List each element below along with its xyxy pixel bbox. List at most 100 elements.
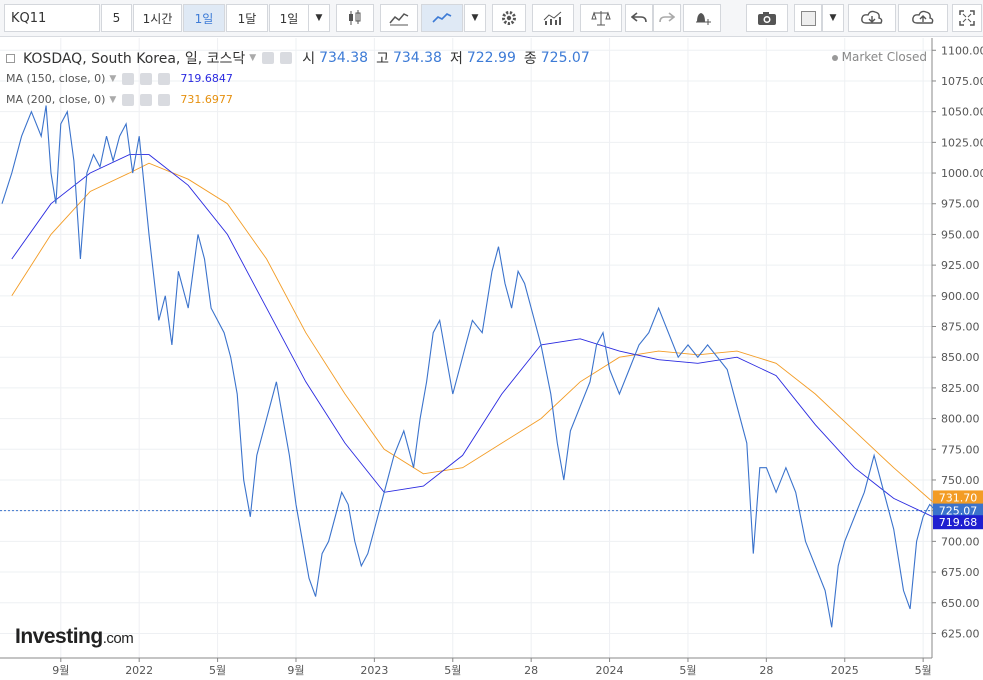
eye-icon[interactable] bbox=[122, 72, 135, 85]
y-tick-label: 875.00 bbox=[941, 321, 980, 334]
y-tick-label: 850.00 bbox=[941, 351, 980, 364]
ma150-label: MA (150, close, 0) bbox=[6, 72, 106, 85]
close-icon[interactable] bbox=[158, 72, 171, 85]
ma200-line bbox=[11, 162, 934, 503]
logo-main: Investing bbox=[15, 625, 103, 648]
redo-button[interactable] bbox=[653, 4, 681, 32]
price-chart[interactable]: 625.00650.00675.00700.00725.00750.00775.… bbox=[0, 38, 983, 680]
chevron-down-icon: ▼ bbox=[471, 13, 479, 23]
x-tick-label: 5월 bbox=[679, 664, 696, 677]
interval-1mo-button[interactable]: 1달 bbox=[226, 4, 268, 32]
investing-logo: Investing.com bbox=[15, 625, 134, 649]
alert-button[interactable] bbox=[683, 4, 721, 32]
ma200-price-label: 731.70 bbox=[939, 491, 978, 504]
ma200-legend: MA (200, close, 0) ▼ 731.6977 bbox=[6, 93, 233, 106]
eye-icon[interactable] bbox=[122, 93, 135, 106]
chevron-down-icon[interactable]: ▼ bbox=[109, 73, 117, 84]
close-label: 종 bbox=[523, 51, 537, 67]
gear-icon[interactable] bbox=[140, 72, 153, 85]
indicators-button[interactable] bbox=[532, 4, 574, 32]
series-title: KOSDAQ, South Korea, 일, 코스닥 bbox=[23, 51, 246, 67]
x-tick-label: 28 bbox=[524, 664, 538, 677]
interval-1d-button[interactable]: 1일 bbox=[183, 4, 225, 32]
y-tick-label: 650.00 bbox=[941, 597, 980, 610]
ma150-value: 719.6847 bbox=[180, 72, 233, 85]
x-tick-label: 9월 bbox=[52, 664, 69, 677]
y-tick-label: 700.00 bbox=[941, 535, 980, 548]
chevron-down-icon: ▼ bbox=[829, 13, 837, 23]
close-price-badge bbox=[933, 503, 983, 518]
camera-icon bbox=[758, 12, 776, 25]
y-tick-label: 1025.00 bbox=[941, 136, 983, 149]
interval-input[interactable]: 5 bbox=[101, 4, 132, 32]
undo-icon bbox=[631, 12, 647, 23]
x-tick-label: 9월 bbox=[287, 664, 304, 677]
ma150-price-badge bbox=[933, 515, 983, 530]
ma200-label: MA (200, close, 0) bbox=[6, 93, 106, 106]
high-label: 고 bbox=[376, 51, 389, 67]
candlestick-icon bbox=[349, 10, 361, 25]
y-tick-label: 675.00 bbox=[941, 566, 980, 579]
gear-icon[interactable] bbox=[140, 93, 153, 106]
background-color-button[interactable] bbox=[794, 4, 822, 32]
cloud-upload-icon bbox=[912, 10, 934, 24]
bell-plus-icon bbox=[696, 13, 711, 25]
chart-toolbar: KQ11 5 1시간 1일 1달 1일 ▼ ▼ ▼ bbox=[0, 0, 983, 37]
x-tick-label: 5월 bbox=[209, 664, 226, 677]
color-dropdown-button[interactable]: ▼ bbox=[822, 4, 844, 32]
y-tick-label: 1000.00 bbox=[941, 167, 983, 180]
ma150-price-label: 719.68 bbox=[939, 516, 978, 529]
gear-icon[interactable] bbox=[280, 52, 293, 64]
ma150-line bbox=[11, 154, 934, 518]
collapse-square-icon[interactable] bbox=[6, 53, 15, 63]
high-value: 734.38 bbox=[392, 50, 442, 66]
y-tick-label: 950.00 bbox=[941, 228, 980, 241]
chevron-down-icon[interactable]: ▼ bbox=[249, 53, 257, 63]
open-value: 734.38 bbox=[319, 50, 369, 66]
area-chart-icon bbox=[389, 13, 409, 26]
market-status: Market Closed bbox=[831, 50, 927, 64]
area-chart-button[interactable] bbox=[380, 4, 418, 32]
y-tick-label: 750.00 bbox=[941, 474, 980, 487]
indicators-icon bbox=[543, 11, 562, 25]
ma200-value: 731.6977 bbox=[180, 93, 233, 106]
chart-area[interactable]: 625.00650.00675.00700.00725.00750.00775.… bbox=[0, 38, 983, 680]
line-chart-icon bbox=[432, 13, 452, 23]
compare-button[interactable] bbox=[580, 4, 622, 32]
line-chart-button[interactable] bbox=[421, 4, 463, 32]
gear-icon bbox=[502, 11, 516, 25]
eye-icon[interactable] bbox=[262, 52, 275, 64]
scale-icon bbox=[591, 11, 611, 26]
candles-button[interactable] bbox=[336, 4, 374, 32]
x-tick-label: 5월 bbox=[915, 664, 932, 677]
undo-button[interactable] bbox=[625, 4, 653, 32]
price-line bbox=[1, 105, 937, 628]
market-status-text: Market Closed bbox=[841, 50, 927, 64]
y-tick-label: 625.00 bbox=[941, 627, 980, 640]
y-tick-label: 900.00 bbox=[941, 290, 980, 303]
open-label: 시 bbox=[302, 51, 316, 67]
save-layout-button[interactable] bbox=[898, 4, 948, 32]
x-tick-label: 5월 bbox=[444, 664, 461, 677]
y-tick-label: 775.00 bbox=[941, 443, 980, 456]
close-icon[interactable] bbox=[158, 93, 171, 106]
interval-1h-button[interactable]: 1시간 bbox=[133, 4, 182, 32]
chevron-down-icon: ▼ bbox=[315, 13, 323, 23]
range-1d-button[interactable]: 1일 bbox=[269, 4, 309, 32]
chevron-down-icon[interactable]: ▼ bbox=[109, 94, 117, 105]
load-layout-button[interactable] bbox=[848, 4, 896, 32]
y-tick-label: 1050.00 bbox=[941, 106, 983, 119]
settings-button[interactable] bbox=[492, 4, 526, 32]
chart-type-dropdown-button[interactable]: ▼ bbox=[464, 4, 486, 32]
x-tick-label: 2023 bbox=[360, 664, 388, 677]
expand-icon bbox=[959, 10, 975, 26]
low-value: 722.99 bbox=[466, 50, 516, 66]
symbol-input[interactable]: KQ11 bbox=[4, 4, 100, 32]
ma200-price-badge bbox=[933, 490, 983, 505]
range-dropdown-button[interactable]: ▼ bbox=[308, 4, 330, 32]
fullscreen-button[interactable] bbox=[952, 4, 982, 32]
screenshot-button[interactable] bbox=[746, 4, 788, 32]
redo-icon bbox=[659, 12, 675, 23]
low-label: 저 bbox=[449, 51, 463, 67]
